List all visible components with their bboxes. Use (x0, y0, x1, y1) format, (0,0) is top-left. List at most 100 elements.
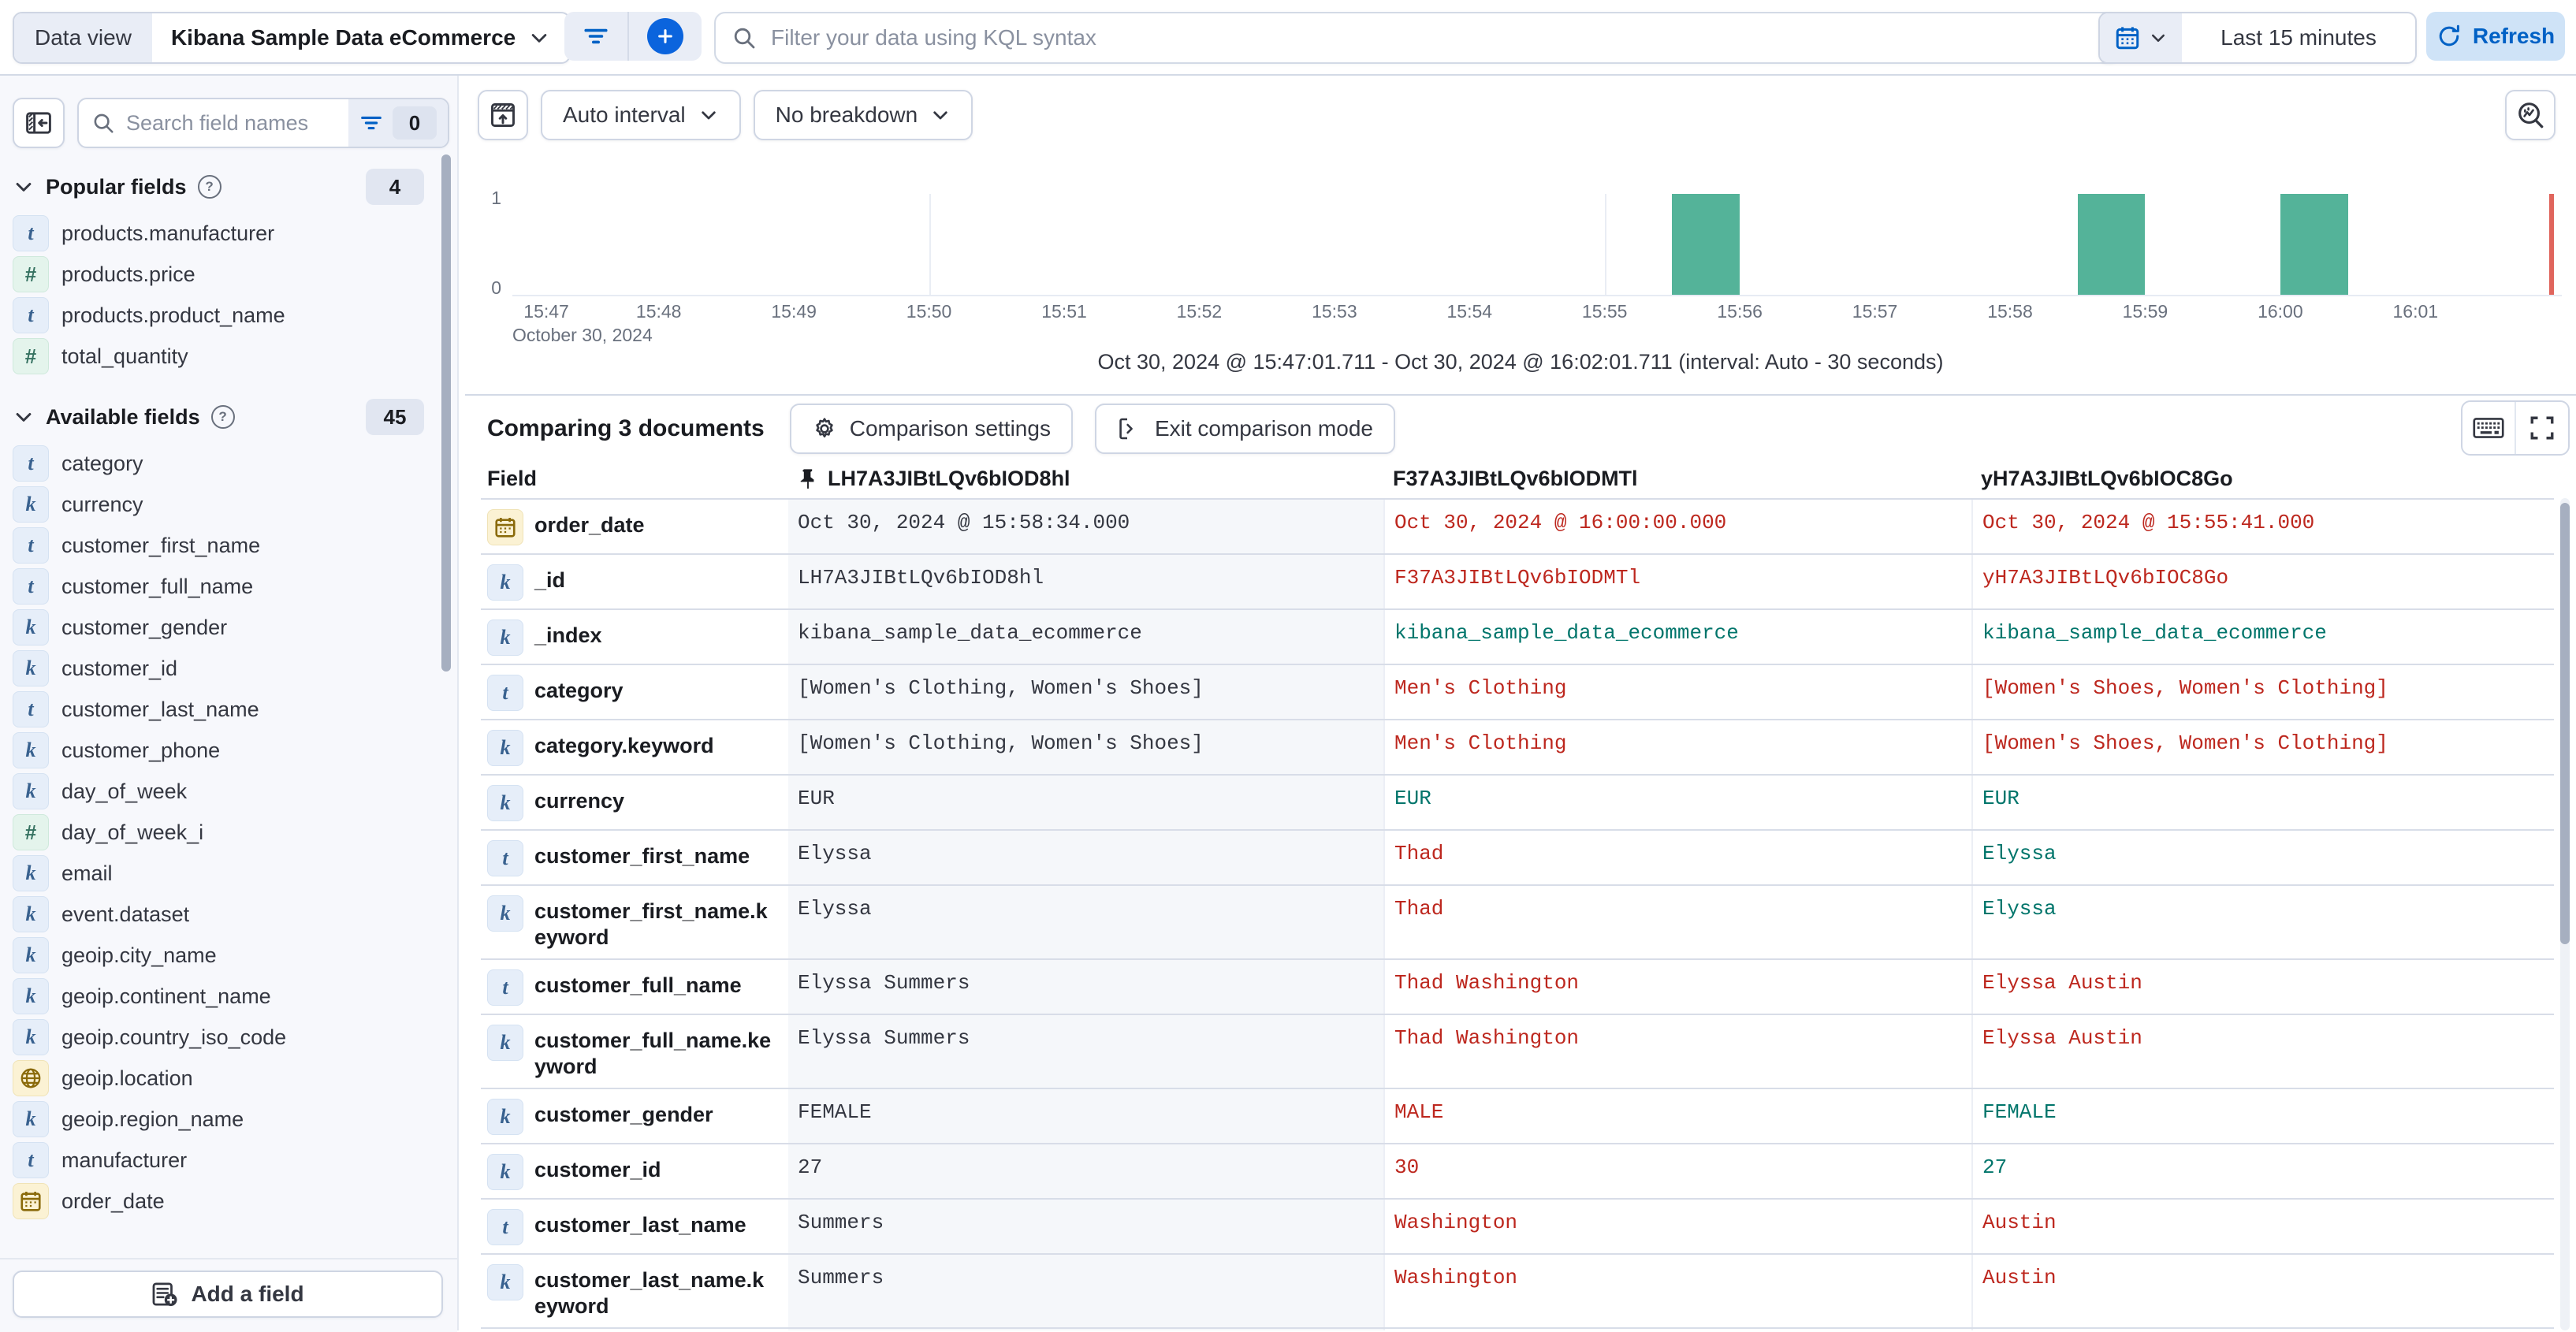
field-search-input[interactable] (125, 110, 348, 136)
keyboard-shortcuts-button[interactable] (2462, 402, 2515, 454)
document-id: F37A3JIBtLQv6bIODMTl (1393, 467, 1638, 490)
add-field-button[interactable]: Add a field (13, 1271, 443, 1318)
x-axis-tick-label: 15:52 (1176, 301, 1223, 322)
data-view-picker[interactable]: Data view Kibana Sample Data eCommerce (13, 12, 571, 64)
comparison-settings-label: Comparison settings (849, 416, 1051, 441)
sidebar-field-item[interactable]: k customer_id (0, 648, 457, 689)
sidebar-field-item[interactable]: k email (0, 853, 457, 894)
sidebar-field-item[interactable]: t manufacturer (0, 1140, 457, 1181)
filter-icon[interactable] (583, 23, 609, 50)
edit-visualization-button[interactable] (2505, 90, 2556, 140)
histogram-bar[interactable] (2077, 194, 2146, 295)
sidebar-field-item[interactable]: k currency (0, 484, 457, 525)
field-cell[interactable]: k currency (481, 776, 788, 829)
sidebar-field-item[interactable]: geoip.location (0, 1058, 457, 1099)
exit-icon (1117, 416, 1142, 441)
field-cell[interactable]: order_date (481, 500, 788, 553)
interval-select[interactable]: Auto interval (541, 90, 741, 140)
field-value: Men's Clothing (1394, 731, 1567, 755)
sidebar-field-item[interactable]: t customer_full_name (0, 566, 457, 607)
field-cell[interactable]: k _index (481, 610, 788, 664)
sidebar-scrollbar[interactable] (441, 154, 451, 672)
histogram-plot[interactable] (512, 194, 2562, 296)
sidebar-field-item[interactable]: t customer_first_name (0, 525, 457, 566)
breakdown-select[interactable]: No breakdown (753, 90, 973, 140)
field-cell[interactable]: k customer_gender (481, 1089, 788, 1143)
sidebar-field-item[interactable]: k geoip.continent_name (0, 976, 457, 1017)
sidebar-field-item[interactable]: # products.price (0, 254, 457, 295)
document-header[interactable]: yH7A3JIBtLQv6bIOC8Go (1971, 460, 2554, 497)
filter-controls-group (564, 12, 702, 61)
field-cell[interactable]: k category.keyword (481, 720, 788, 774)
time-range-picker[interactable]: Last 15 minutes (2098, 12, 2417, 64)
kql-search-bar[interactable] (714, 12, 2120, 64)
comparison-value-cell: Men's Clothing (1383, 720, 1971, 774)
sidebar-field-item[interactable]: # day_of_week_i (0, 812, 457, 853)
field-cell[interactable]: t category (481, 665, 788, 719)
hide-chart-button[interactable] (478, 90, 528, 140)
field-cell[interactable]: t customer_last_name (481, 1200, 788, 1253)
field-cell[interactable]: k customer_full_name.keyword (481, 1015, 788, 1088)
sidebar-field-item[interactable]: order_date (0, 1181, 457, 1222)
field-cell[interactable]: k customer_first_name.keyword (481, 886, 788, 958)
sidebar-field-item[interactable]: t customer_last_name (0, 689, 457, 730)
keyword-field-icon: k (13, 609, 49, 646)
x-axis-tick-label: 15:53 (1312, 301, 1357, 322)
sidebar-field-item[interactable]: k customer_gender (0, 607, 457, 648)
field-search-box[interactable]: 0 (77, 98, 449, 148)
date-picker-toggle[interactable] (2100, 13, 2182, 62)
field-section-header[interactable]: Available fields? 45 (0, 388, 457, 443)
time-range-value[interactable]: Last 15 minutes (2220, 25, 2377, 50)
sidebar-field-item[interactable]: t products.product_name (0, 295, 457, 336)
table-scrollbar-thumb[interactable] (2560, 503, 2570, 944)
comparison-table-header: Field LH7A3JIBtLQv6bIOD8hl F37A3JIBtLQv6… (481, 460, 2554, 497)
comparison-value-cell: Oct 30, 2024 @ 16:00:00.000 (1383, 500, 1971, 553)
field-value: Oct 30, 2024 @ 15:58:34.000 (798, 511, 1130, 534)
keyword-field-icon: k (487, 1154, 523, 1190)
field-name: products.product_name (61, 303, 285, 327)
sidebar-field-item[interactable]: # total_quantity (0, 336, 457, 377)
pinned-document-header[interactable]: LH7A3JIBtLQv6bIOD8hl (788, 460, 1383, 497)
sidebar-field-item[interactable]: k event.dataset (0, 894, 457, 935)
kql-search-input[interactable] (769, 24, 2103, 51)
comparison-value-cell: Men's Clothing (1383, 665, 1971, 719)
field-name: geoip.region_name (61, 1107, 244, 1131)
field-cell[interactable]: t customer_first_name (481, 831, 788, 884)
table-row: t customer_last_name Summers Washington Aust… (481, 1198, 2554, 1253)
base-value-cell: FEMALE (788, 1089, 1383, 1143)
field-name: products.manufacturer (61, 221, 275, 245)
comparison-settings-button[interactable]: Comparison settings (789, 404, 1073, 454)
text-field-icon: t (487, 840, 523, 876)
sidebar-field-item[interactable]: k geoip.country_iso_code (0, 1017, 457, 1058)
y-axis-tick-top: 1 (491, 188, 501, 208)
sidebar-field-item[interactable]: k geoip.region_name (0, 1099, 457, 1140)
exit-comparison-button[interactable]: Exit comparison mode (1094, 404, 1395, 454)
field-filter-button[interactable]: 0 (348, 99, 448, 147)
field-cell[interactable]: k customer_last_name.keyword (481, 1255, 788, 1327)
chevron-down-icon (930, 105, 951, 125)
add-filter-button[interactable] (647, 18, 683, 54)
field-section-header[interactable]: Popular fields? 4 (0, 158, 457, 213)
field-cell[interactable]: k _id (481, 555, 788, 608)
field-cell[interactable]: k customer_id (481, 1144, 788, 1198)
sidebar-field-item[interactable]: k customer_phone (0, 730, 457, 771)
add-field-icon (151, 1281, 178, 1308)
sidebar-field-item[interactable]: k geoip.city_name (0, 935, 457, 976)
chevron-down-icon (698, 105, 719, 125)
sidebar-field-item[interactable]: k day_of_week (0, 771, 457, 812)
histogram-bar[interactable] (2280, 194, 2348, 295)
sidebar-field-item[interactable]: t category (0, 443, 457, 484)
comparison-value-cell: Thad (1383, 886, 1971, 958)
lens-chart-icon (2515, 100, 2545, 130)
fullscreen-icon[interactable] (2515, 402, 2568, 454)
sidebar-field-item[interactable]: t products.manufacturer (0, 213, 457, 254)
field-name: order_date (61, 1189, 165, 1213)
document-header[interactable]: F37A3JIBtLQv6bIODMTl (1383, 460, 1971, 497)
field-value: EUR (1394, 787, 1431, 810)
comparison-value-cell: kibana_sample_data_ecommerce (1383, 610, 1971, 664)
field-cell[interactable]: t customer_full_name (481, 960, 788, 1014)
histogram-bar[interactable] (1672, 194, 1740, 295)
collapse-sidebar-button[interactable] (13, 98, 65, 148)
refresh-button[interactable]: Refresh (2426, 12, 2565, 61)
number-field-icon: # (13, 256, 49, 292)
